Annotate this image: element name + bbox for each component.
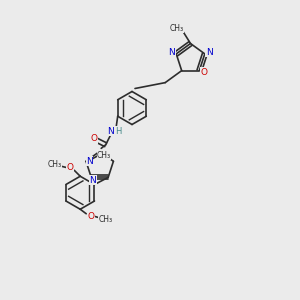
Text: O: O [87, 212, 94, 221]
Text: N: N [89, 176, 96, 185]
Text: CH₃: CH₃ [48, 160, 62, 169]
Text: CH₃: CH₃ [170, 24, 184, 33]
Text: N: N [107, 127, 114, 136]
Text: CH₃: CH₃ [97, 151, 111, 160]
Text: N: N [168, 48, 175, 57]
Text: O: O [90, 134, 97, 143]
Text: O: O [200, 68, 207, 76]
Text: N: N [86, 157, 93, 166]
Text: CH₃: CH₃ [99, 215, 113, 224]
Text: N: N [206, 48, 213, 57]
Text: O: O [66, 163, 73, 172]
Text: H: H [116, 127, 122, 136]
